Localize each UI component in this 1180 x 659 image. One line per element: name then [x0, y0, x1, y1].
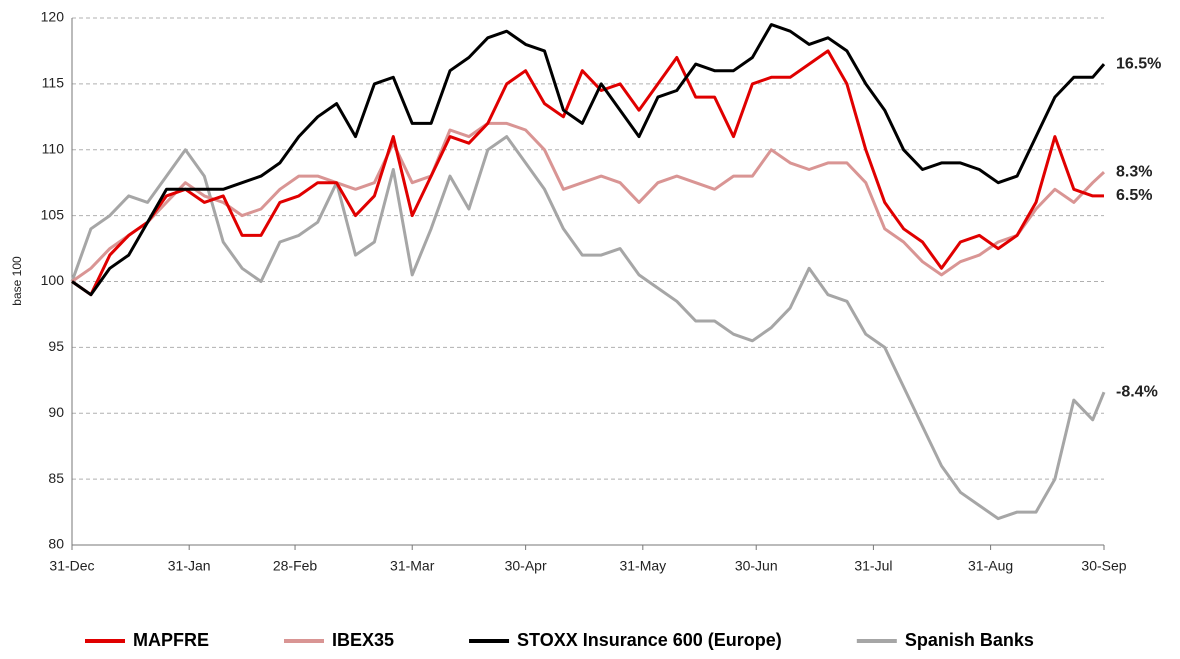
end-label: 6.5% [1116, 187, 1152, 204]
legend-label: MAPFRE [133, 630, 209, 650]
x-tick-label: 31-Dec [49, 558, 94, 574]
x-tick-label: 28-Feb [273, 558, 318, 574]
legend-label: STOXX Insurance 600 (Europe) [517, 630, 782, 650]
x-tick-label: 30-Apr [505, 558, 547, 574]
y-tick-label: 115 [42, 75, 65, 91]
y-tick-label: 100 [41, 272, 65, 288]
y-tick-label: 105 [41, 206, 65, 222]
x-tick-label: 31-Aug [968, 558, 1013, 574]
series-line [71, 121, 1106, 283]
x-tick-label: 31-Jul [854, 558, 892, 574]
series-line [70, 135, 1106, 521]
end-label: -8.4% [1116, 383, 1158, 400]
x-tick-label: 31-May [619, 558, 666, 574]
series-line [71, 49, 1104, 297]
end-label: 16.5% [1116, 55, 1161, 72]
y-tick-label: 95 [48, 338, 64, 354]
y-tick-label: 110 [42, 140, 65, 156]
legend-label: Spanish Banks [905, 630, 1034, 650]
y-tick-label: 90 [48, 404, 64, 420]
y-tick-label: 120 [41, 9, 65, 25]
y-axis-label: base 100 [10, 256, 24, 306]
series-line [71, 23, 1106, 297]
x-tick-label: 31-Mar [390, 558, 435, 574]
x-tick-label: 30-Sep [1081, 558, 1126, 574]
legend-label: IBEX35 [332, 630, 394, 650]
y-tick-label: 85 [48, 470, 64, 486]
x-tick-label: 31-Jan [168, 558, 211, 574]
x-tick-label: 30-Jun [735, 558, 778, 574]
end-label: 8.3% [1116, 163, 1152, 180]
y-tick-label: 80 [48, 536, 64, 552]
